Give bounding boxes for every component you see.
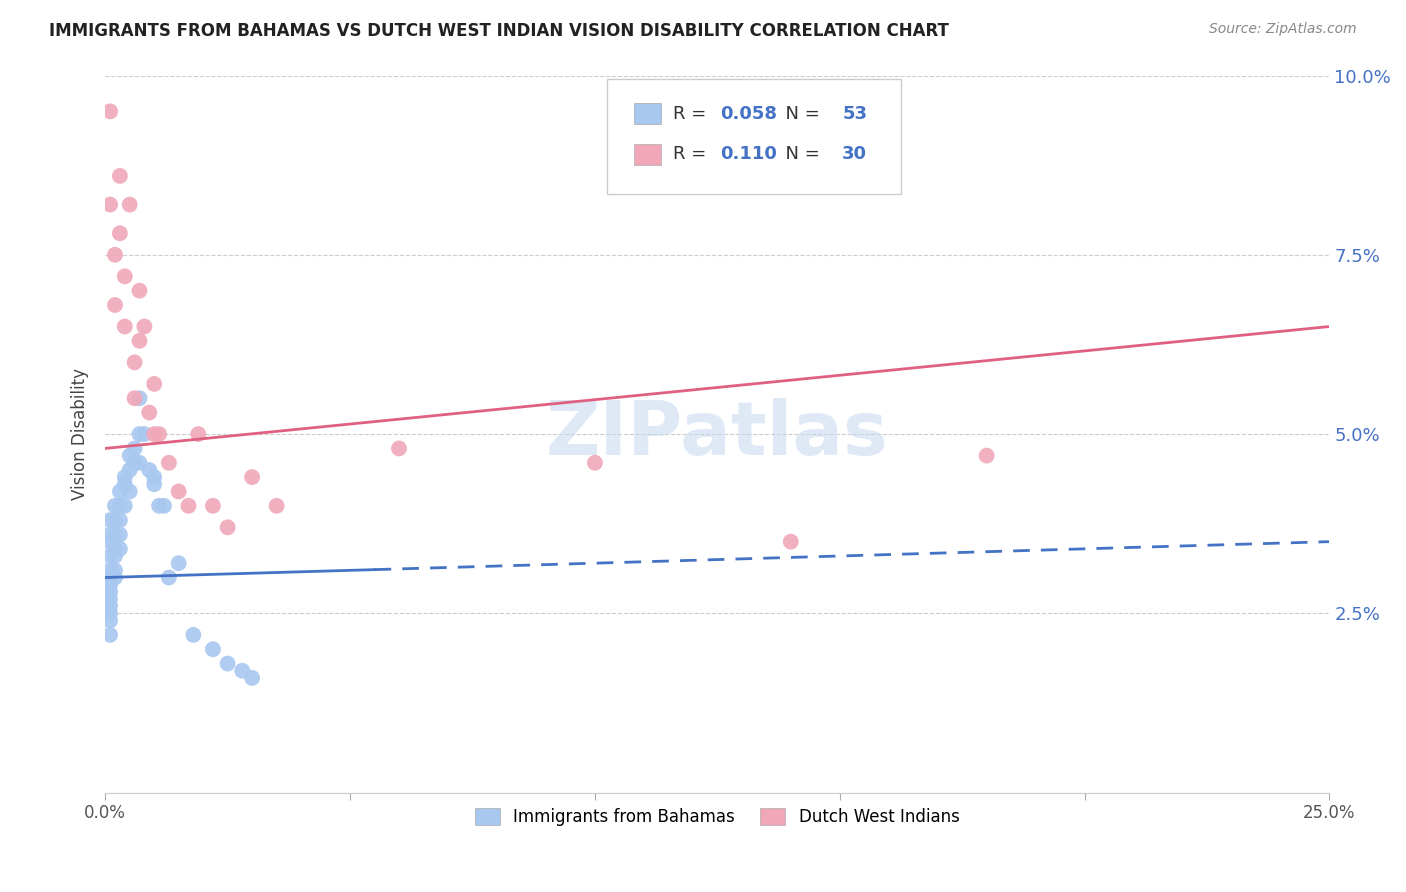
Point xyxy=(143,470,166,484)
Point xyxy=(104,248,127,262)
Point xyxy=(98,607,121,621)
Point xyxy=(118,484,141,499)
Point xyxy=(240,671,263,685)
Point xyxy=(138,406,160,420)
Point xyxy=(124,442,146,456)
Point xyxy=(583,456,606,470)
Point xyxy=(94,585,117,599)
Point xyxy=(108,513,131,527)
Point xyxy=(104,570,127,584)
FancyBboxPatch shape xyxy=(634,103,661,124)
Y-axis label: Vision Disability: Vision Disability xyxy=(72,368,89,500)
Point xyxy=(98,197,121,211)
Point xyxy=(108,484,131,499)
Point xyxy=(148,427,170,442)
Point xyxy=(231,664,253,678)
Point xyxy=(108,499,131,513)
Point xyxy=(128,334,150,348)
Text: 53: 53 xyxy=(842,104,868,122)
Point xyxy=(104,527,127,541)
Text: R =: R = xyxy=(673,104,713,122)
Point xyxy=(108,169,131,183)
Point xyxy=(143,477,166,491)
FancyBboxPatch shape xyxy=(607,79,901,194)
Point xyxy=(98,549,121,563)
Point xyxy=(201,499,224,513)
Point xyxy=(217,657,239,671)
FancyBboxPatch shape xyxy=(634,144,661,165)
Point xyxy=(98,577,121,591)
Text: ZIPatlas: ZIPatlas xyxy=(546,398,889,471)
Point xyxy=(98,570,121,584)
Text: Source: ZipAtlas.com: Source: ZipAtlas.com xyxy=(1209,22,1357,37)
Point xyxy=(98,592,121,607)
Point xyxy=(104,298,127,312)
Text: 0.058: 0.058 xyxy=(720,104,776,122)
Point xyxy=(217,520,239,534)
Point xyxy=(114,499,136,513)
Point xyxy=(118,449,141,463)
Point xyxy=(388,442,411,456)
Point xyxy=(104,549,127,563)
Point xyxy=(94,607,117,621)
Point xyxy=(98,534,121,549)
Point xyxy=(167,484,190,499)
Text: IMMIGRANTS FROM BAHAMAS VS DUTCH WEST INDIAN VISION DISABILITY CORRELATION CHART: IMMIGRANTS FROM BAHAMAS VS DUTCH WEST IN… xyxy=(49,22,949,40)
Point xyxy=(114,470,136,484)
Point xyxy=(98,628,121,642)
Point xyxy=(108,541,131,556)
Point xyxy=(167,556,190,570)
Point xyxy=(143,376,166,391)
Text: 0.110: 0.110 xyxy=(720,145,776,163)
Point xyxy=(94,599,117,614)
Point xyxy=(104,563,127,577)
Point xyxy=(124,391,146,405)
Point xyxy=(114,477,136,491)
Point xyxy=(183,628,205,642)
Text: N =: N = xyxy=(773,104,825,122)
Point xyxy=(114,269,136,284)
Text: 30: 30 xyxy=(842,145,868,163)
Point xyxy=(128,456,150,470)
Point xyxy=(114,319,136,334)
Legend: Immigrants from Bahamas, Dutch West Indians: Immigrants from Bahamas, Dutch West Indi… xyxy=(467,800,967,835)
Point xyxy=(134,319,156,334)
Point xyxy=(128,427,150,442)
Point xyxy=(104,541,127,556)
Point xyxy=(128,391,150,405)
Point xyxy=(98,563,121,577)
Point xyxy=(134,427,156,442)
Point xyxy=(124,456,146,470)
Point xyxy=(98,585,121,599)
Point xyxy=(266,499,288,513)
Text: N =: N = xyxy=(773,145,825,163)
Point xyxy=(108,227,131,241)
Text: R =: R = xyxy=(673,145,718,163)
Point xyxy=(98,599,121,614)
Point xyxy=(153,499,176,513)
Point xyxy=(976,449,998,463)
Point xyxy=(240,470,263,484)
Point xyxy=(108,527,131,541)
Point xyxy=(157,456,180,470)
Point xyxy=(779,534,801,549)
Point xyxy=(201,642,224,657)
Point xyxy=(118,463,141,477)
Point xyxy=(98,104,121,119)
Point xyxy=(98,513,121,527)
Point xyxy=(177,499,200,513)
Point xyxy=(128,284,150,298)
Point xyxy=(94,592,117,607)
Point xyxy=(148,499,170,513)
Point xyxy=(138,463,160,477)
Point xyxy=(143,427,166,442)
Point xyxy=(98,527,121,541)
Point xyxy=(124,355,146,369)
Point xyxy=(104,499,127,513)
Point xyxy=(98,614,121,628)
Point xyxy=(157,570,180,584)
Point xyxy=(187,427,209,442)
Point xyxy=(104,513,127,527)
Point xyxy=(118,197,141,211)
